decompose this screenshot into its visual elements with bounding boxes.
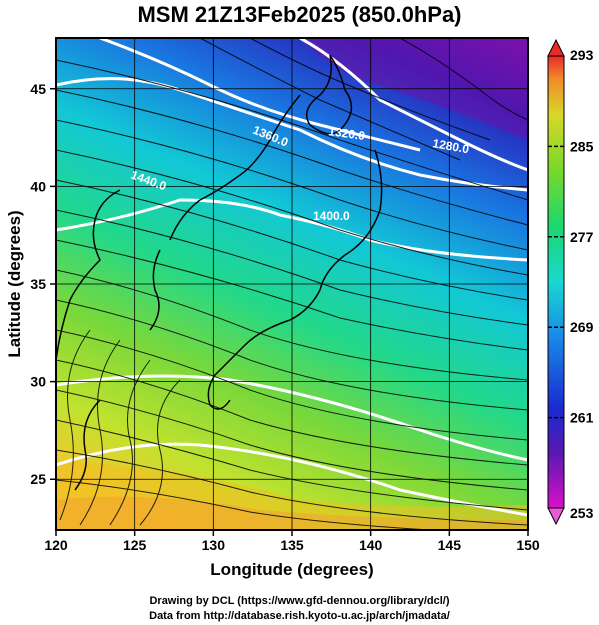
colorbar-max-arrow [547,38,565,57]
x-axis-title: Longitude (degrees) [210,560,373,579]
y-axis-title: Latitude (degrees) [5,210,24,357]
contour-label-1320: 1320.0 [328,124,367,143]
colorbar-tick-label: 269 [570,319,594,335]
contour-label-1400: 1400.0 [313,209,350,223]
colorbar-tick-label: 293 [570,47,594,63]
chart-title: MSM 21Z13Feb2025 (850.0hPa) [137,2,462,27]
x-tick-label: 125 [123,537,147,553]
colorbar-tick-label: 285 [570,138,594,154]
x-tick-label: 120 [44,537,68,553]
y-axis: 25 30 35 40 45 [30,81,56,487]
x-tick-label: 150 [516,537,540,553]
x-tick-label: 140 [359,537,383,553]
footer-credit-drawing: Drawing by DCL (https://www.gfd-dennou.o… [149,595,450,607]
colorbar-bar [547,55,565,509]
y-tick-label: 25 [30,471,46,487]
colorbar-min-arrow [547,507,565,526]
y-tick-label: 35 [30,276,46,292]
y-tick-label: 45 [30,81,46,97]
x-axis: 120 125 130 135 140 145 150 [44,530,540,553]
colorbar-tick-label: 253 [570,505,594,521]
footer-credit-data: Data from http://database.rish.kyoto-u.a… [149,610,450,622]
x-tick-label: 145 [438,537,462,553]
colorbar-tick-label: 261 [570,410,594,426]
coastlines [56,54,383,491]
wind-streamlines [56,38,528,530]
height-contours [56,38,528,517]
grid-lines [56,38,528,530]
y-tick-label: 40 [30,178,46,194]
contour-label-1280: 1280.0 [431,136,470,156]
x-tick-label: 135 [280,537,304,553]
x-tick-label: 130 [202,537,226,553]
y-tick-label: 30 [30,374,46,390]
colorbar: 293 285 277 269 261 253 [547,38,594,526]
colorbar-tick-label: 277 [570,229,594,245]
